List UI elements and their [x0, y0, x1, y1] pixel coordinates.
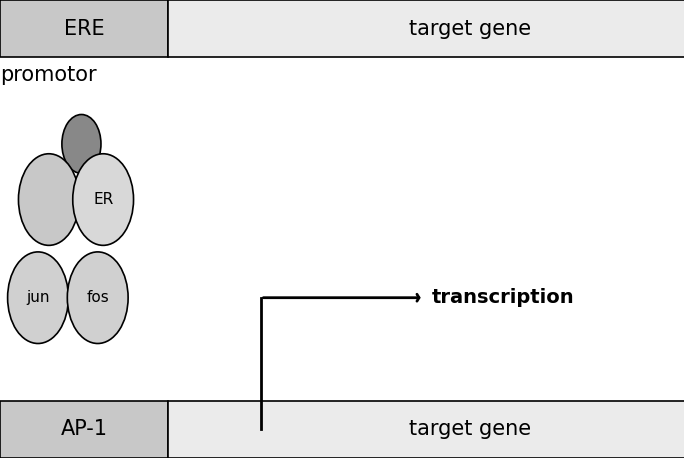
Circle shape [18, 154, 79, 245]
Bar [168, 401, 684, 458]
Text: ER: ER [93, 192, 114, 207]
Bar [0, 401, 168, 458]
Circle shape [8, 252, 68, 344]
Circle shape [67, 252, 128, 344]
Text: fos: fos [86, 290, 109, 305]
Text: ERE: ERE [64, 19, 105, 38]
Bar [0, 0, 168, 57]
Text: target gene: target gene [408, 420, 531, 439]
Text: promotor: promotor [0, 65, 96, 86]
Text: AP-1: AP-1 [61, 420, 107, 439]
Text: jun: jun [26, 290, 50, 305]
Text: target gene: target gene [408, 19, 531, 38]
Circle shape [73, 154, 133, 245]
Bar [168, 0, 684, 57]
Text: transcription: transcription [432, 288, 575, 307]
Circle shape [62, 114, 101, 174]
